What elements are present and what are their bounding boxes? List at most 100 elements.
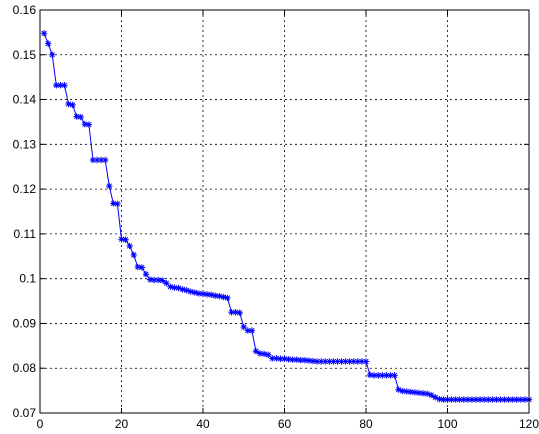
data-point: [489, 396, 496, 403]
data-point: [183, 287, 190, 294]
data-point: [476, 396, 484, 403]
data-point: [521, 396, 529, 403]
data-point: [212, 292, 219, 299]
y-tick-label: 0.11: [14, 227, 37, 241]
y-tick-label: 0.07: [13, 406, 37, 420]
data-point: [501, 396, 508, 403]
data-point: [330, 358, 337, 365]
y-tick-label: 0.14: [13, 93, 37, 107]
data-point: [379, 372, 386, 379]
data-point: [81, 120, 89, 128]
data-point: [375, 372, 382, 379]
data-point: [452, 396, 459, 403]
data-point: [163, 279, 170, 287]
data-point: [313, 358, 321, 365]
data-point: [57, 82, 64, 89]
data-point: [423, 390, 431, 397]
x-tick-label: 0: [37, 417, 44, 431]
data-point: [366, 371, 374, 379]
data-point: [436, 395, 443, 403]
data-point: [485, 396, 492, 403]
series-layer: [40, 30, 533, 403]
data-point: [199, 290, 207, 298]
data-point: [195, 290, 203, 297]
data-point: [346, 358, 353, 365]
x-tick-label: 60: [278, 417, 292, 431]
data-point: [391, 372, 398, 379]
data-point: [122, 236, 129, 243]
data-point: [322, 358, 329, 365]
data-point: [126, 242, 133, 250]
data-point: [444, 396, 451, 403]
data-point: [130, 251, 137, 259]
data-point: [407, 388, 415, 396]
data-point: [134, 263, 141, 271]
data-point: [150, 276, 158, 284]
data-point: [277, 355, 284, 363]
data-point: [146, 276, 154, 283]
y-tick-label: 0.15: [13, 48, 37, 62]
series-line: [43, 33, 529, 401]
data-point: [472, 396, 480, 403]
data-point: [179, 286, 186, 293]
data-point: [305, 357, 313, 364]
data-point: [370, 372, 378, 379]
data-point: [97, 156, 105, 164]
data-point: [448, 396, 455, 403]
x-tick-label: 20: [115, 417, 129, 431]
data-point: [497, 396, 504, 403]
data-point: [432, 394, 439, 401]
data-point: [187, 288, 194, 295]
data-point: [248, 327, 256, 334]
data-point: [460, 396, 467, 403]
x-tick-labels: 0 20 40 60 80 100 120: [37, 417, 539, 431]
data-point: [456, 396, 463, 403]
data-point: [69, 101, 76, 109]
x-tick-label: 100: [437, 417, 457, 431]
data-point: [191, 289, 199, 296]
data-point: [207, 291, 215, 298]
y-tick-labels: 0.07 0.08 0.09 0.1 0.11 0.12 0.13 0.14 0.15 0.16: [13, 3, 37, 420]
data-point: [44, 40, 52, 47]
data-point: [317, 358, 325, 365]
data-point: [260, 350, 268, 358]
x-tick-label: 40: [196, 417, 210, 431]
data-point: [118, 236, 125, 243]
data-point: [216, 292, 223, 300]
data-point: [110, 200, 117, 207]
data-point: [285, 356, 292, 363]
data-point: [269, 355, 276, 362]
data-point: [297, 356, 304, 364]
x-tick-label: 80: [359, 417, 373, 431]
data-point: [403, 388, 410, 395]
data-point: [65, 100, 72, 108]
data-point: [77, 113, 84, 121]
data-point: [513, 396, 520, 403]
data-point: [342, 358, 349, 365]
data-point: [440, 396, 447, 403]
y-tick-label: 0.09: [13, 316, 37, 330]
y-tick-label: 0.12: [13, 182, 37, 196]
data-point: [203, 291, 211, 298]
data-point: [362, 358, 370, 365]
data-point: [138, 264, 146, 271]
data-point: [301, 356, 309, 364]
data-point: [40, 30, 48, 37]
data-point: [224, 294, 231, 302]
y-tick-label: 0.08: [13, 361, 37, 375]
data-point: [415, 389, 423, 397]
data-point: [159, 277, 166, 284]
data-point: [354, 358, 362, 365]
x-tick-label: 120: [519, 417, 539, 431]
data-point: [293, 356, 300, 363]
data-point: [350, 358, 357, 365]
data-point: [256, 350, 264, 357]
data-point: [387, 372, 394, 379]
data-point: [399, 387, 406, 395]
data-point: [273, 355, 280, 362]
y-tick-label: 0.16: [13, 3, 37, 17]
data-point: [309, 357, 317, 365]
data-point: [493, 396, 500, 403]
data-point: [167, 283, 174, 290]
data-point: [240, 323, 247, 331]
